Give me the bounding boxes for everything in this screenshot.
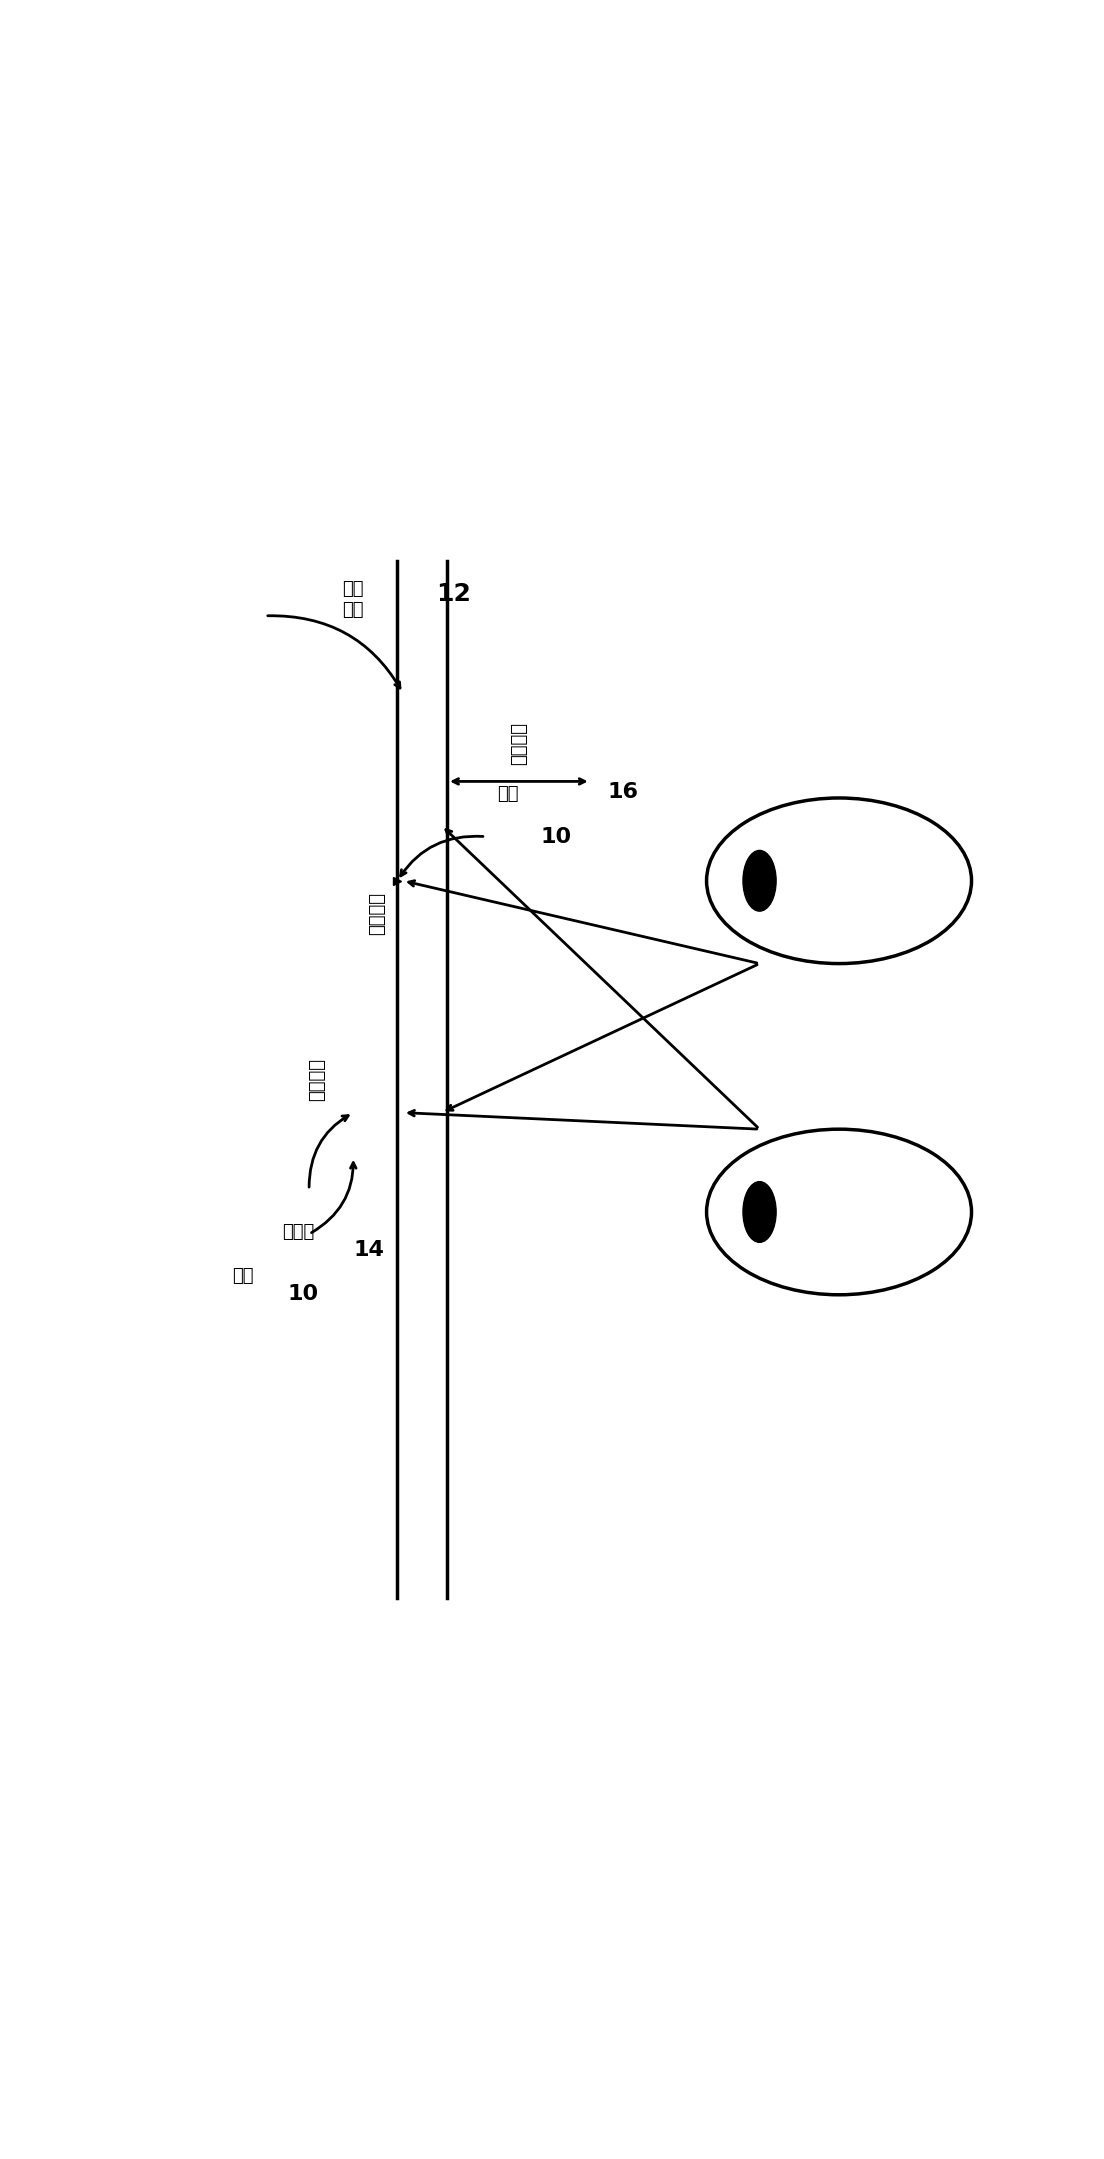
Text: 焦点: 焦点 bbox=[232, 1267, 254, 1285]
Ellipse shape bbox=[743, 1181, 776, 1241]
Text: 焦点: 焦点 bbox=[497, 786, 518, 803]
Text: 会聚距离: 会聚距离 bbox=[510, 721, 528, 764]
Text: 右眼像素: 右眼像素 bbox=[308, 1058, 326, 1101]
Text: 12: 12 bbox=[436, 581, 471, 607]
Text: 10: 10 bbox=[287, 1285, 318, 1304]
Text: 左眼像素: 左眼像素 bbox=[369, 892, 386, 935]
Text: 会聚点: 会聚点 bbox=[282, 1222, 315, 1241]
Text: 拍摄
时机: 拍摄 时机 bbox=[342, 581, 364, 620]
Ellipse shape bbox=[743, 851, 776, 911]
Text: 14: 14 bbox=[353, 1239, 384, 1259]
Text: 10: 10 bbox=[541, 827, 572, 846]
Text: 16: 16 bbox=[607, 782, 638, 803]
